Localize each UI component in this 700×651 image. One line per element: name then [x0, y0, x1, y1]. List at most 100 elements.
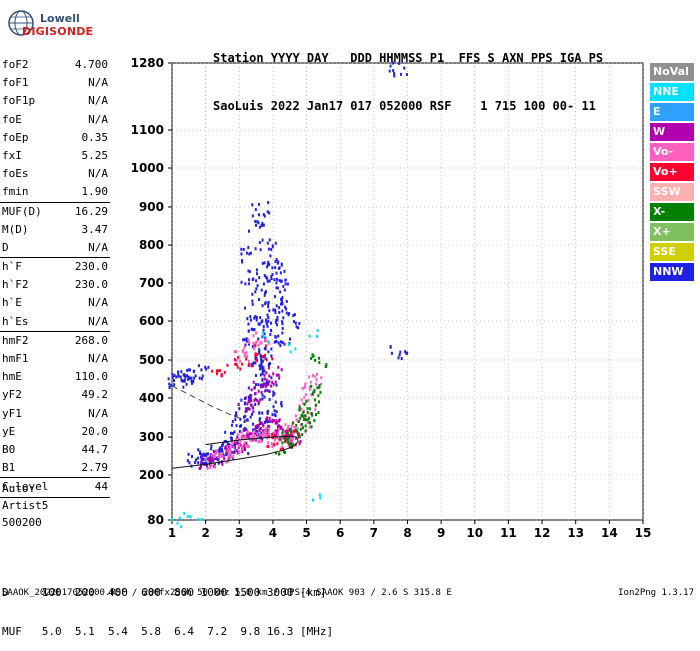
- data-point-nnw: [251, 302, 254, 306]
- data-point-nnw: [389, 345, 392, 349]
- data-point-nnw: [267, 201, 270, 205]
- data-point-x-: [304, 424, 307, 428]
- data-point-nnw: [251, 292, 254, 296]
- data-point-nnw: [274, 400, 277, 404]
- data-point-vo-: [229, 449, 232, 453]
- data-point-nnw: [240, 398, 243, 402]
- data-point-w: [236, 441, 239, 445]
- data-point-x-: [306, 418, 309, 422]
- data-point-vo-: [227, 455, 230, 459]
- data-point-nnw: [266, 411, 269, 415]
- data-point-x-: [298, 405, 301, 409]
- x-tick-label: 7: [370, 526, 378, 540]
- data-point-nnw: [403, 66, 406, 70]
- data-point-x-: [315, 403, 318, 407]
- data-point-nnw: [255, 318, 258, 322]
- x-tick-label: 11: [500, 526, 517, 540]
- data-point-vo-: [244, 441, 247, 445]
- param-label: hmE: [2, 370, 22, 384]
- data-point-nnw: [398, 61, 401, 65]
- data-point-x-: [300, 422, 303, 426]
- data-point-w: [250, 399, 253, 403]
- data-point-nnw: [183, 378, 186, 382]
- data-point-nnw: [234, 414, 237, 418]
- legend-item: X+: [650, 223, 694, 241]
- data-point-x-: [284, 439, 287, 443]
- data-point-x-: [282, 450, 285, 454]
- data-point-nne: [289, 350, 292, 354]
- data-point-w: [209, 458, 212, 462]
- data-point-nnw: [248, 270, 251, 274]
- data-point-vo+: [211, 369, 214, 373]
- data-point-nnw: [274, 308, 277, 312]
- data-point-nnw: [260, 359, 263, 363]
- data-point-nnw: [255, 279, 258, 283]
- param-divider: [0, 257, 110, 259]
- data-point-w: [290, 438, 293, 442]
- data-point-nnw: [240, 247, 243, 251]
- data-point-nnw: [243, 401, 246, 405]
- data-point-vo-: [217, 455, 220, 459]
- data-point-x-: [312, 354, 315, 358]
- data-point-nnw: [267, 382, 270, 386]
- data-point-w: [255, 433, 258, 437]
- data-point-nnw: [245, 428, 248, 432]
- data-point-nnw: [250, 412, 253, 416]
- data-point-nnw: [198, 450, 201, 454]
- data-point-nnw: [243, 448, 246, 452]
- data-point-nnw: [259, 316, 262, 320]
- data-point-nnw: [242, 415, 245, 419]
- data-point-nnw: [276, 315, 279, 319]
- data-point-w: [298, 442, 301, 446]
- data-point-nnw: [248, 282, 251, 286]
- data-point-w: [257, 423, 260, 427]
- data-point-nnw: [234, 418, 237, 422]
- data-point-w: [200, 460, 203, 464]
- data-point-w: [198, 467, 201, 471]
- data-point-nnw: [204, 365, 207, 369]
- data-point-nnw: [269, 332, 272, 336]
- param-label: yE: [2, 424, 16, 438]
- data-point-nnw: [247, 452, 250, 456]
- data-point-nnw: [266, 276, 269, 280]
- data-point-w: [243, 428, 246, 432]
- data-point-w: [266, 388, 269, 392]
- data-point-nnw: [192, 370, 195, 374]
- data-point-nnw: [270, 247, 273, 251]
- data-point-nne: [308, 334, 311, 338]
- data-point-w: [246, 402, 249, 406]
- y-tick-label: 500: [139, 353, 164, 367]
- data-point-x-: [310, 411, 313, 415]
- param-row: foEs N/A: [0, 165, 112, 183]
- data-point-nnw: [247, 395, 250, 399]
- data-point-vo-: [241, 447, 244, 451]
- data-point-nnw: [255, 287, 258, 291]
- data-point-nnw: [257, 337, 260, 341]
- data-point-vo-: [238, 359, 241, 363]
- data-point-vo-: [252, 433, 255, 437]
- data-point-nnw: [200, 452, 203, 456]
- data-point-nnw: [196, 456, 199, 460]
- param-label: h`E: [2, 296, 22, 310]
- data-point-nnw: [278, 306, 281, 310]
- muf-row: MUF 5.0 5.1 5.4 5.8 6.4 7.2 9.8 16.3 [MH…: [2, 625, 334, 638]
- data-point-nnw: [280, 262, 283, 266]
- data-point-nnw: [405, 73, 408, 77]
- param-label: foF2: [2, 58, 29, 71]
- data-point-x-: [287, 441, 290, 445]
- data-point-nnw: [274, 295, 277, 299]
- artist-code: 500200: [2, 516, 42, 529]
- data-point-w: [263, 373, 266, 377]
- data-point-nnw: [281, 340, 284, 344]
- data-point-nnw: [198, 376, 201, 380]
- data-point-nnw: [247, 229, 250, 233]
- data-point-x-: [310, 384, 313, 388]
- legend-item: NNW: [650, 263, 694, 281]
- data-point-x-: [313, 358, 316, 362]
- data-point-nnw: [187, 377, 190, 381]
- data-point-nnw: [190, 379, 193, 383]
- data-point-nnw: [281, 296, 284, 300]
- data-point-nne: [186, 515, 189, 519]
- data-point-nnw: [247, 386, 250, 390]
- param-value: 230.0: [74, 260, 108, 274]
